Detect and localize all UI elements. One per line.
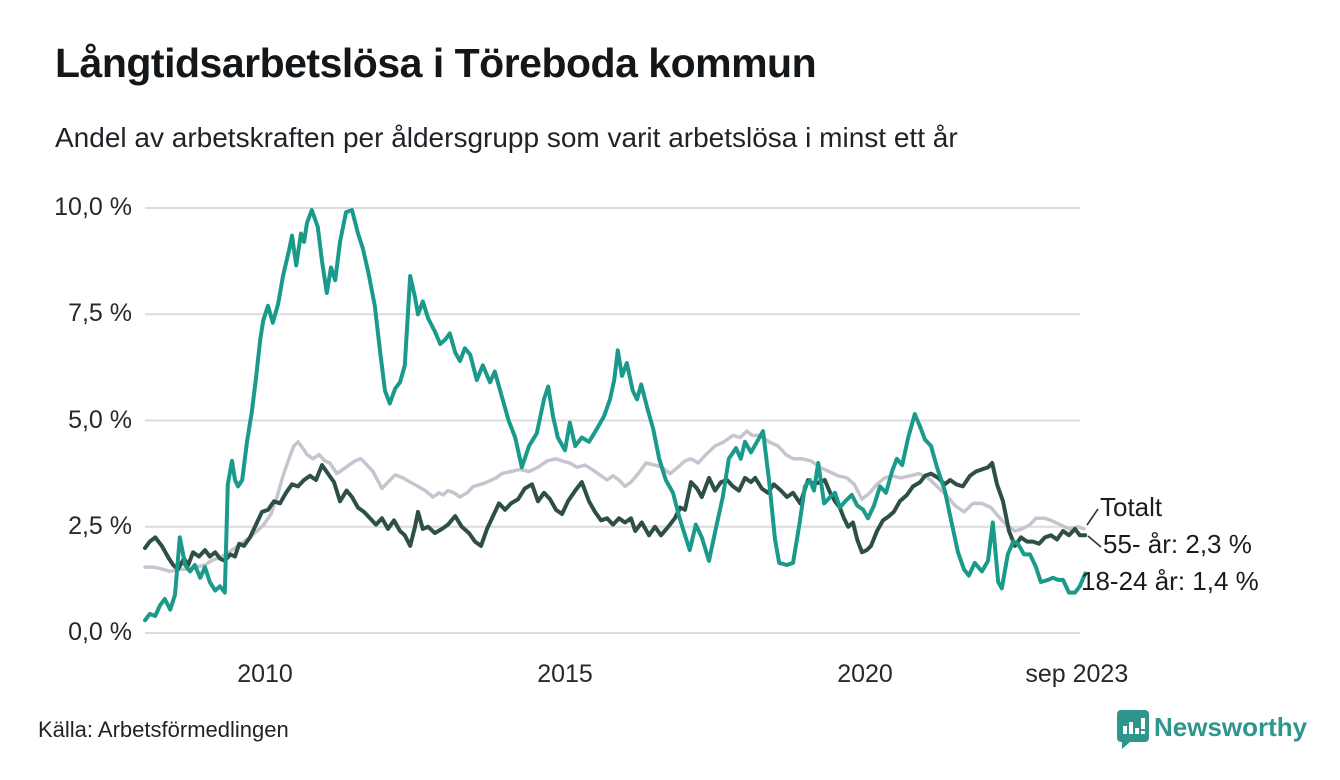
annotation-leader-line	[1087, 535, 1102, 548]
annotation-leader-line	[1086, 508, 1099, 526]
annotation-label: 18-24 år: 1,4 %	[1081, 566, 1259, 596]
source-note: Källa: Arbetsförmedlingen	[38, 717, 289, 742]
series-line-18-24-r	[143, 208, 1088, 623]
annotation-label: Totalt	[1100, 492, 1163, 522]
y-tick-label: 10,0 %	[54, 193, 132, 221]
x-tick-label: 2010	[237, 660, 293, 688]
chart-subtitle: Andel av arbetskraften per åldersgrupp s…	[55, 122, 958, 153]
x-tick-label: 2020	[837, 660, 893, 688]
y-tick-label: 0,0 %	[68, 618, 132, 646]
y-tick-label: 2,5 %	[68, 511, 132, 540]
chart-title: Långtidsarbetslösa i Töreboda kommun	[55, 40, 817, 86]
x-tick-label: sep 2023	[1025, 660, 1129, 688]
x-tick-label: 2015	[537, 660, 593, 688]
y-tick-label: 5,0 %	[68, 405, 132, 434]
newsworthy-logo-icon	[1117, 710, 1149, 749]
series-line-totalt	[143, 429, 1086, 574]
y-tick-label: 7,5 %	[68, 299, 132, 328]
series-line-55-r	[143, 461, 1088, 572]
annotation-label: 55- år: 2,3 %	[1103, 529, 1252, 559]
newsworthy-logo-text: Newsworthy	[1154, 712, 1308, 742]
